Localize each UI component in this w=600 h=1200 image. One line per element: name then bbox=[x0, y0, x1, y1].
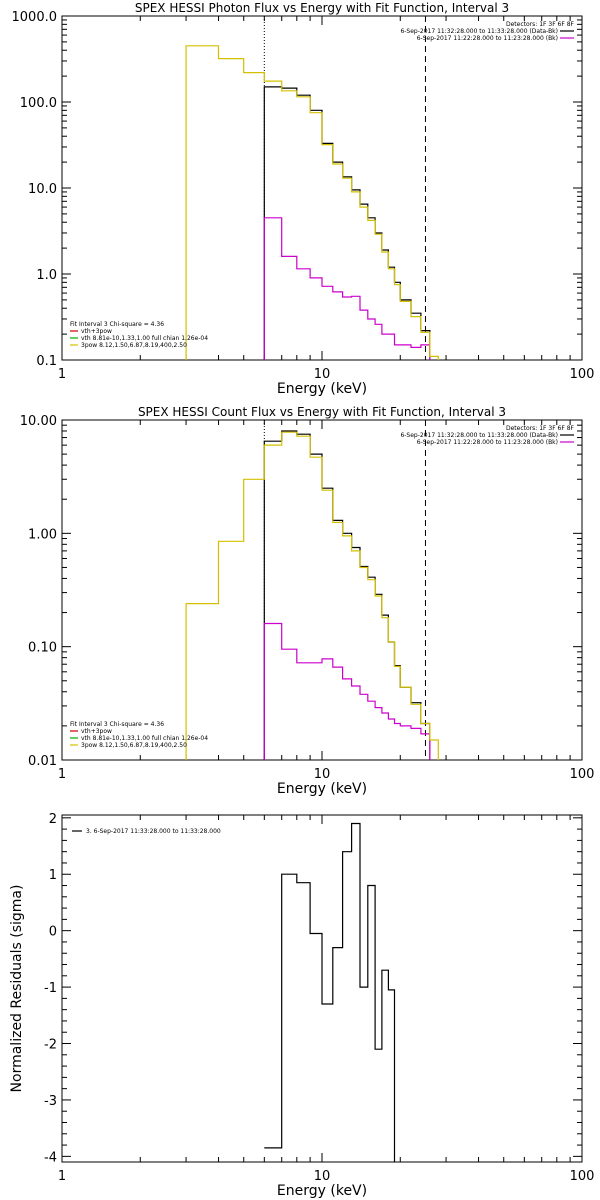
chart3-series-1-line bbox=[264, 822, 396, 1162]
chart2-legend-tr-entry: 6-Sep-2017 11:22:28.000 to 11:23:28.000 … bbox=[417, 439, 558, 446]
chart2-y-tick-label: 0.10 bbox=[28, 641, 57, 656]
chart1-legend-bl-header: Fit Interval 3 Chi-square = 4.36 bbox=[70, 321, 164, 328]
chart3-y-tick-label: 2 bbox=[49, 812, 57, 827]
chart1-series-1-line bbox=[263, 86, 431, 360]
chart1-legend-tr-entry: 6-Sep-2017 11:32:28.000 to 11:33:28.000 … bbox=[400, 28, 558, 35]
chart1-y-tick-label: 1.0 bbox=[36, 268, 57, 283]
chart2-y-tick-label: 0.01 bbox=[28, 754, 57, 769]
chart2-legend-bl-header: Fit Interval 3 Chi-square = 4.36 bbox=[70, 721, 164, 728]
chart3-y-axis-label: Normalized Residuals (sigma) bbox=[9, 885, 25, 1093]
chart3-x-tick-label: 100 bbox=[570, 1169, 595, 1184]
chart1-x-tick-label: 100 bbox=[570, 367, 595, 382]
chart3-y-tick-label: -2 bbox=[44, 1038, 57, 1053]
chart3-y-tick-label: -4 bbox=[44, 1150, 57, 1165]
chart1-legend-tr-entry: 6-Sep-2017 11:22:28.000 to 11:23:28.000 … bbox=[417, 35, 558, 42]
chart1-y-tick-label: 1000.0 bbox=[12, 10, 58, 25]
chart1-series-3-line bbox=[185, 45, 439, 360]
chart1-x-axis-label: Energy (keV) bbox=[277, 381, 367, 397]
chart2-legend-tr-header: Detectors: 1F 3F 6F 8F bbox=[506, 425, 575, 432]
chart1-legend-bl-entry: 3pow 8.12,1.50,6.87,8.19,400,2.50 bbox=[81, 342, 187, 349]
chart2-series-1-line bbox=[263, 430, 431, 760]
chart2-legend-bl-entry: 3pow 8.12,1.50,6.87,8.19,400,2.50 bbox=[81, 742, 187, 749]
chart3-x-tick-label: 10 bbox=[314, 1169, 331, 1184]
chart1-y-tick-label: 0.1 bbox=[36, 354, 57, 369]
chart1-title: SPEX HESSI Photon Flux vs Energy with Fi… bbox=[135, 1, 509, 15]
chart1-x-tick-label: 10 bbox=[314, 367, 331, 382]
chart2-series-2-line bbox=[263, 622, 431, 760]
chart1-legend-bl-entry: vth+3pow bbox=[81, 328, 112, 335]
chart2-y-tick-label: 10.00 bbox=[20, 414, 57, 429]
chart1-y-tick-label: 10.0 bbox=[28, 182, 57, 197]
chart1-legend-tr-header: Detectors: 1F 3F 6F 8F bbox=[506, 21, 575, 28]
chart3-y-tick-label: 0 bbox=[49, 925, 57, 940]
chart2-x-tick-label: 10 bbox=[314, 767, 331, 782]
chart2-series-3-line bbox=[185, 431, 439, 760]
chart1-series-2-line bbox=[263, 217, 431, 360]
chart1-x-tick-label: 1 bbox=[58, 367, 66, 382]
chart2-y-tick-label: 1.00 bbox=[28, 527, 57, 542]
chart3-y-tick-label: 1 bbox=[49, 868, 57, 883]
chart1-plot-frame bbox=[61, 15, 583, 361]
chart2-x-tick-label: 100 bbox=[570, 767, 595, 782]
chart1-legend-bl-entry: vth 8.81e-10,1.33,1.00 full chian 1.26e-… bbox=[81, 335, 208, 342]
chart2-legend-bl-entry: vth 8.81e-10,1.33,1.00 full chian 1.26e-… bbox=[81, 735, 208, 742]
chart2-title: SPEX HESSI Count Flux vs Energy with Fit… bbox=[138, 405, 506, 419]
chart1-y-tick-label: 100.0 bbox=[20, 96, 57, 111]
chart2-legend-bl-entry: vth+3pow bbox=[81, 728, 112, 735]
chart3-legend-tl-entry: 3. 6-Sep-2017 11:33:28.000 to 11:33:28.0… bbox=[86, 828, 221, 835]
chart3-x-axis-label: Energy (keV) bbox=[277, 1183, 367, 1199]
chart3-x-tick-label: 1 bbox=[58, 1169, 66, 1184]
chart3-y-tick-label: -3 bbox=[44, 1094, 57, 1109]
chart3-y-tick-label: -1 bbox=[44, 981, 57, 996]
chart2-legend-tr-entry: 6-Sep-2017 11:32:28.000 to 11:33:28.000 … bbox=[400, 432, 558, 439]
chart2-x-tick-label: 1 bbox=[58, 767, 66, 782]
chart2-x-axis-label: Energy (keV) bbox=[277, 781, 367, 797]
